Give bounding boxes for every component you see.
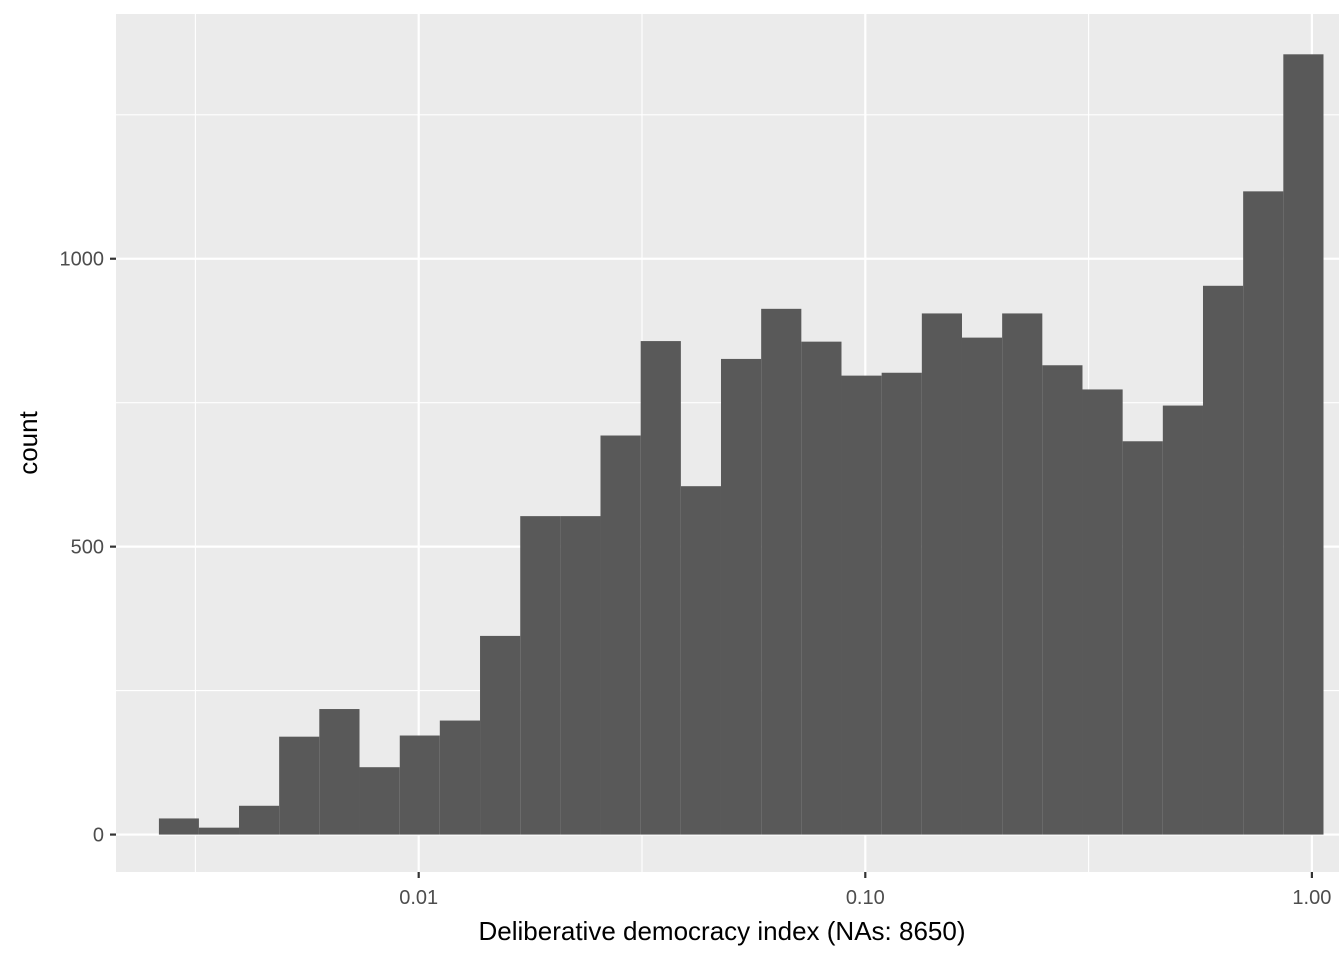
histogram-bar: [319, 709, 360, 835]
y-axis-title: count: [13, 410, 43, 474]
histogram-bar: [560, 516, 601, 835]
y-tick-label: 0: [93, 825, 104, 847]
histogram-bar: [881, 372, 922, 835]
histogram-bar: [1243, 191, 1284, 835]
histogram-bar: [720, 358, 762, 835]
histogram-bar: [680, 486, 721, 835]
histogram-bar: [439, 720, 481, 835]
histogram-bar: [841, 375, 882, 835]
histogram-bars: [158, 54, 1324, 835]
x-tick-label: 1.00: [1292, 887, 1331, 909]
histogram-bar: [640, 341, 681, 835]
x-tick-label: 0.01: [399, 887, 438, 909]
x-axis-title: Deliberative democracy index (NAs: 8650): [479, 916, 966, 946]
histogram-bar: [1202, 285, 1244, 835]
histogram-bar: [198, 827, 240, 835]
x-axis-ticks: 0.01 0.10 1.00: [399, 872, 1331, 909]
histogram-bar: [359, 767, 400, 835]
histogram-bar: [279, 736, 320, 835]
y-tick-label: 1000: [60, 249, 105, 271]
histogram-bar: [399, 735, 440, 835]
y-axis-ticks: 0 500 1000: [60, 249, 116, 847]
y-tick-label: 500: [71, 537, 104, 559]
histogram-bar: [239, 805, 280, 835]
histogram-bar: [600, 435, 641, 835]
histogram-bar: [158, 818, 199, 835]
histogram-bar: [961, 337, 1003, 835]
histogram-bar: [480, 635, 521, 835]
histogram-bar: [921, 313, 962, 835]
x-tick-label: 0.10: [846, 887, 885, 909]
histogram-bar: [1162, 405, 1203, 835]
histogram-bar: [801, 341, 842, 835]
histogram-bar: [761, 308, 802, 835]
histogram-bar: [1042, 365, 1083, 835]
histogram-bar: [520, 516, 561, 835]
histogram-bar: [1002, 313, 1043, 835]
histogram-bar: [1122, 441, 1163, 835]
histogram-bar: [1283, 54, 1324, 835]
histogram-bar: [1082, 389, 1123, 835]
